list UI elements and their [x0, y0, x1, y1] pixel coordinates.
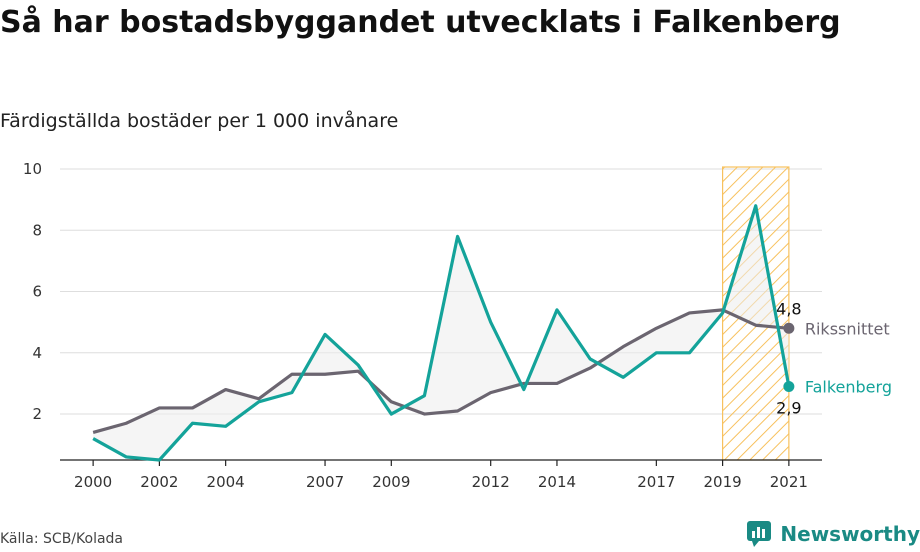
difference-area [93, 206, 789, 460]
x-tick-label: 2012 [472, 473, 510, 491]
end-marker-falkenberg [783, 381, 794, 392]
y-tick-label: 4 [32, 344, 42, 362]
y-tick-label: 10 [23, 160, 42, 178]
difference-fill [93, 206, 789, 460]
end-value-falkenberg: 2,9 [776, 398, 801, 417]
line-chart: 2 4 6 8 10 2000 2002 2004 2007 2009 2012 2014 2017 20… [0, 0, 920, 552]
x-tick-label: 2014 [538, 473, 576, 491]
x-tick-label: 2007 [306, 473, 344, 491]
brand-name: Newsworthy [780, 522, 920, 546]
end-value-rikssnittet: 4,8 [776, 299, 801, 318]
end-marker-rikssnittet [783, 323, 794, 334]
source-note: Källa: SCB/Kolada [0, 531, 123, 547]
series-name-falkenberg: Falkenberg [805, 377, 892, 396]
x-tick-label: 2004 [207, 473, 245, 491]
x-tick-label: 2000 [74, 473, 112, 491]
x-tick-label: 2017 [637, 473, 675, 491]
x-tick-label: 2009 [372, 473, 410, 491]
brand-logo: Newsworthy [746, 520, 920, 548]
newsworthy-logo-icon [746, 520, 774, 548]
y-tick-label: 2 [32, 405, 42, 423]
y-tick-label: 8 [32, 221, 42, 239]
y-tick-label: 6 [32, 283, 42, 301]
x-tick-label: 2002 [140, 473, 178, 491]
series-name-rikssnittet: Rikssnittet [805, 319, 890, 338]
x-tick-label: 2021 [770, 473, 808, 491]
x-tick-label: 2019 [704, 473, 742, 491]
